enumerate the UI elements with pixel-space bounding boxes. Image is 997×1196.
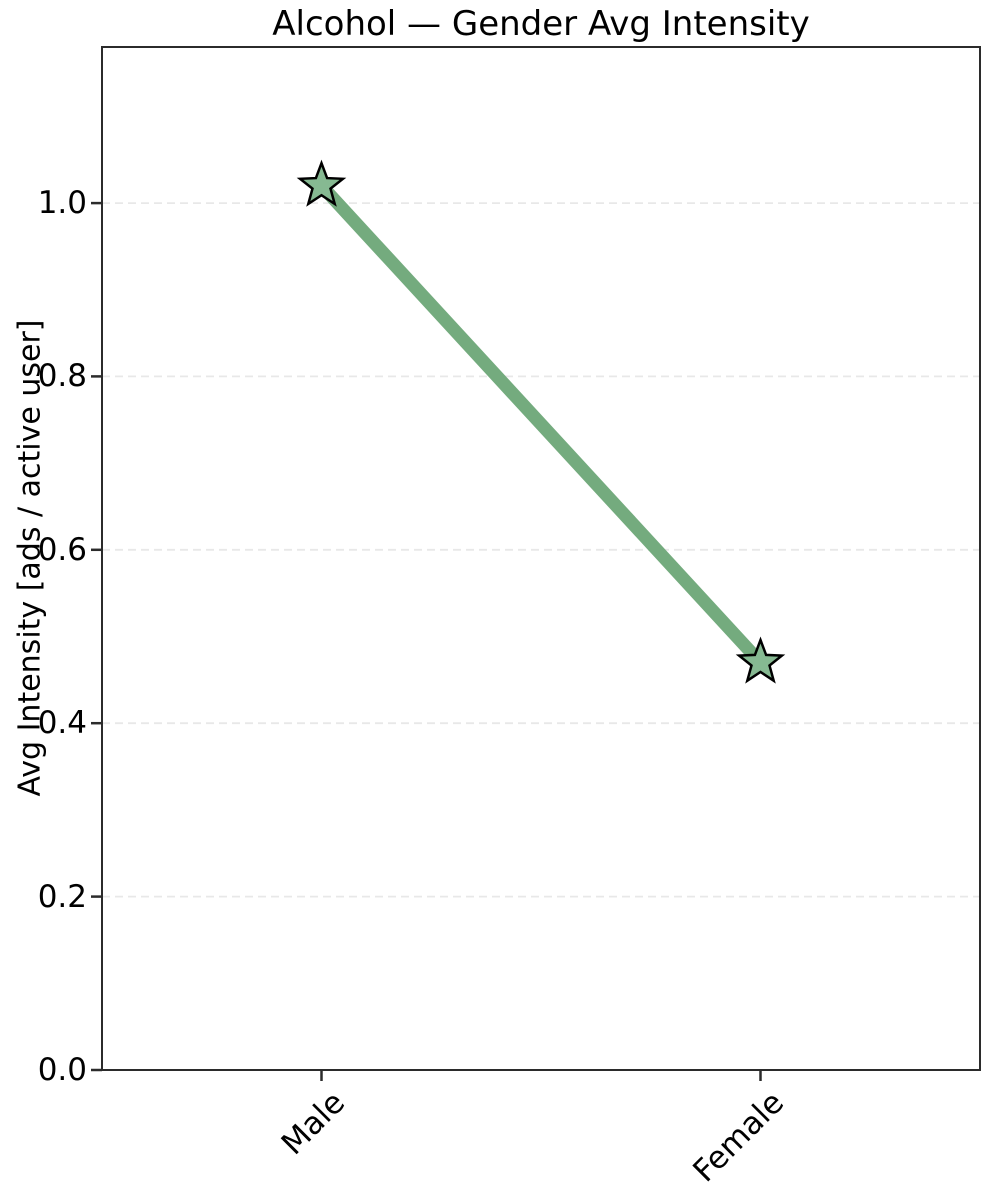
axes-frame [101, 46, 981, 1071]
chart-title: Alcohol — Gender Avg Intensity [272, 4, 810, 44]
y-axis-label: Avg Intensity [ads / active user] [12, 319, 48, 797]
star-marker [735, 636, 786, 684]
data-line [316, 181, 766, 667]
star-marker [296, 159, 347, 207]
